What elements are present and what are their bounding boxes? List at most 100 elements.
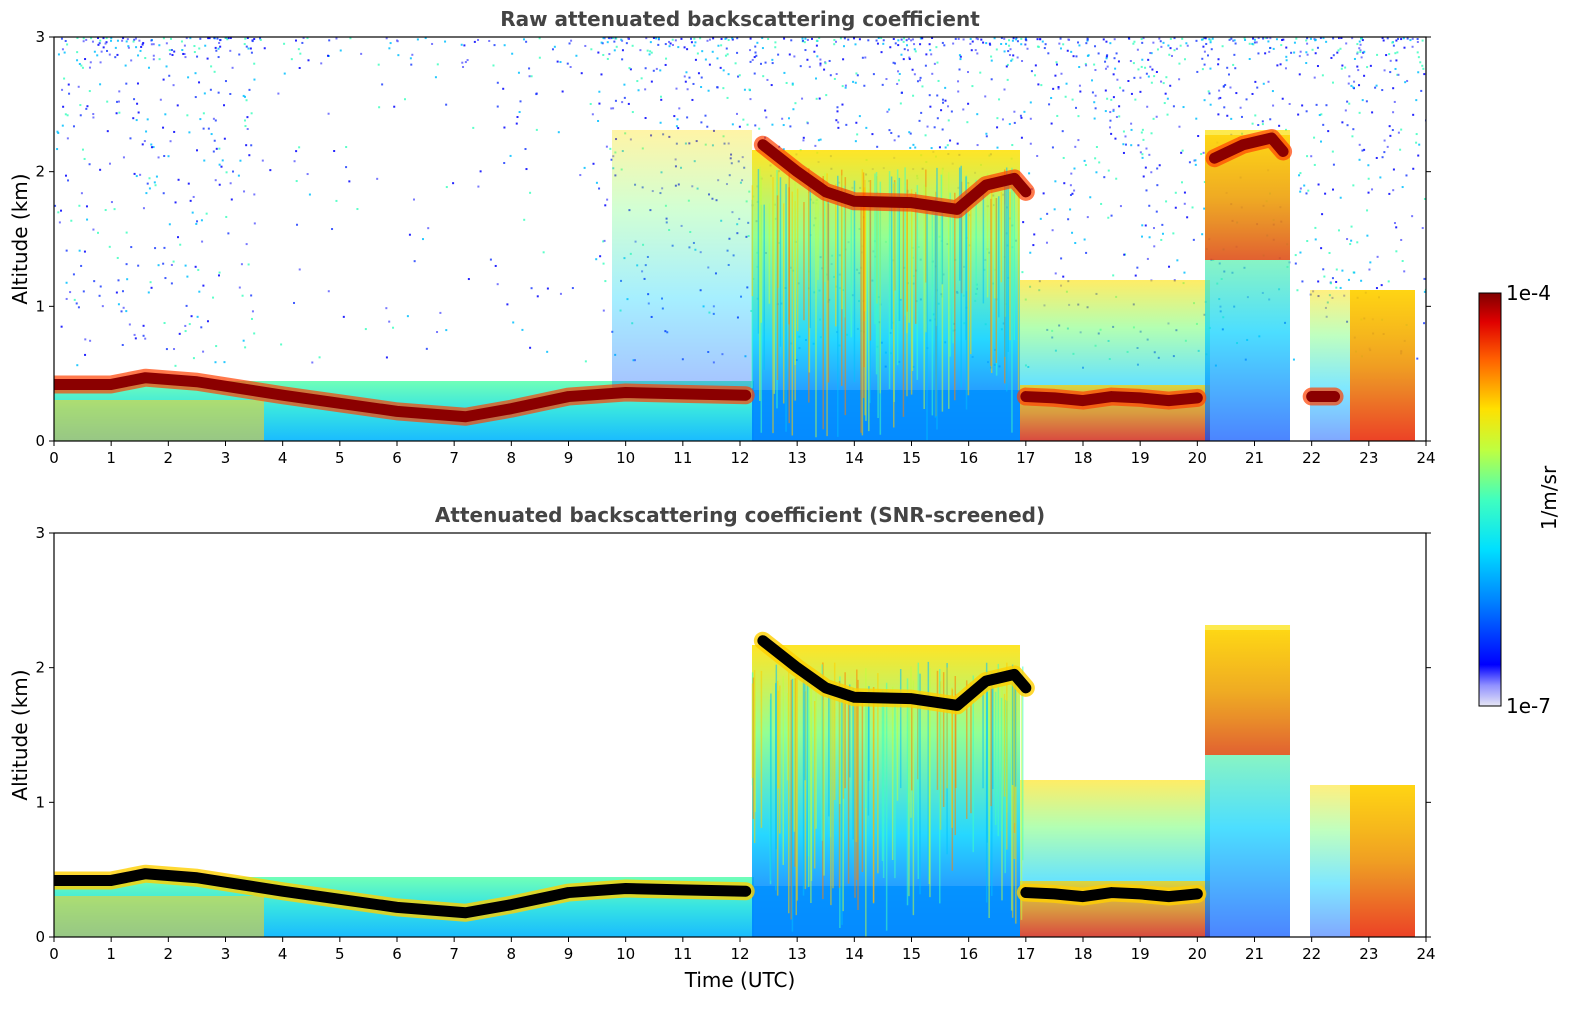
noise-pixel bbox=[1269, 37, 1272, 40]
noise-pixel bbox=[1211, 37, 1214, 40]
noise-pixel bbox=[1142, 138, 1145, 141]
noise-pixel bbox=[1356, 51, 1359, 54]
noise-pixel bbox=[117, 303, 120, 306]
noise-pixel bbox=[1226, 114, 1229, 117]
noise-pixel bbox=[1322, 123, 1325, 126]
noise-pixel bbox=[97, 43, 100, 46]
noise-pixel bbox=[72, 125, 75, 128]
x-tick-label: 13 bbox=[788, 449, 807, 467]
noise-pixel bbox=[853, 37, 856, 40]
noise-pixel bbox=[1381, 37, 1384, 40]
noise-pixel bbox=[1169, 47, 1172, 50]
noise-pixel bbox=[722, 87, 725, 90]
noise-pixel bbox=[646, 49, 649, 52]
noise-pixel bbox=[1358, 47, 1361, 50]
noise-pixel bbox=[163, 322, 166, 325]
noise-pixel bbox=[1008, 44, 1011, 47]
noise-pixel bbox=[1106, 97, 1109, 100]
noise-pixel bbox=[1029, 117, 1032, 120]
noise-pixel bbox=[1299, 50, 1302, 53]
noise-pixel bbox=[140, 45, 143, 48]
noise-pixel bbox=[538, 56, 541, 59]
noise-pixel bbox=[148, 187, 151, 190]
x-axis: 0 1 2 3 4 5 6 7 8 9 10 11 12 13 14 15 16 17 18 19 20 21 22 23 24 bbox=[49, 441, 1436, 467]
noise-pixel bbox=[1361, 149, 1364, 152]
noise-pixel bbox=[746, 123, 749, 126]
noise-pixel bbox=[1073, 189, 1076, 192]
noise-pixel bbox=[155, 175, 158, 178]
noise-pixel bbox=[897, 39, 900, 42]
noise-pixel bbox=[1050, 96, 1053, 99]
noise-pixel bbox=[738, 125, 741, 128]
noise-pixel bbox=[75, 302, 78, 305]
noise-pixel bbox=[63, 77, 66, 80]
noise-pixel bbox=[1346, 238, 1349, 241]
noise-pixel bbox=[196, 149, 199, 152]
noise-pixel bbox=[1341, 269, 1344, 272]
noise-pixel bbox=[125, 82, 128, 85]
noise-pixel bbox=[854, 43, 857, 46]
noise-pixel bbox=[1353, 271, 1356, 274]
noise-pixel bbox=[452, 182, 455, 185]
noise-pixel bbox=[886, 110, 889, 113]
noise-pixel bbox=[751, 58, 754, 61]
noise-pixel bbox=[64, 174, 67, 177]
noise-pixel bbox=[1153, 245, 1156, 248]
noise-pixel bbox=[218, 147, 221, 150]
noise-pixel bbox=[1026, 47, 1029, 50]
noise-pixel bbox=[118, 111, 121, 114]
noise-pixel bbox=[801, 37, 804, 40]
noise-pixel bbox=[1127, 80, 1130, 83]
noise-pixel bbox=[881, 83, 884, 86]
noise-pixel bbox=[579, 174, 582, 177]
noise-pixel bbox=[116, 39, 119, 42]
noise-pixel bbox=[836, 110, 839, 113]
noise-pixel bbox=[833, 77, 836, 80]
noise-pixel bbox=[606, 41, 609, 44]
noise-pixel bbox=[230, 198, 233, 201]
noise-pixel bbox=[676, 118, 679, 121]
noise-pixel bbox=[196, 55, 199, 58]
noise-pixel bbox=[78, 249, 81, 252]
noise-pixel bbox=[806, 58, 809, 61]
noise-pixel bbox=[824, 62, 827, 65]
noise-pixel bbox=[240, 263, 243, 266]
noise-pixel bbox=[210, 133, 213, 136]
noise-pixel bbox=[244, 119, 246, 122]
noise-pixel bbox=[1359, 43, 1362, 46]
noise-pixel bbox=[248, 154, 251, 157]
noise-pixel bbox=[1168, 265, 1171, 268]
noise-pixel bbox=[173, 348, 176, 351]
noise-pixel bbox=[1314, 226, 1317, 229]
noise-pixel bbox=[980, 38, 983, 41]
x-tick-label: 19 bbox=[1131, 945, 1150, 963]
noise-pixel bbox=[1397, 131, 1400, 134]
noise-pixel bbox=[1165, 76, 1168, 79]
noise-pixel bbox=[1008, 123, 1011, 126]
noise-pixel bbox=[239, 159, 242, 162]
noise-pixel bbox=[1387, 280, 1390, 283]
noise-pixel bbox=[1046, 212, 1049, 215]
noise-pixel bbox=[1306, 42, 1309, 45]
noise-pixel bbox=[1234, 42, 1237, 45]
noise-pixel bbox=[1341, 121, 1344, 124]
noise-pixel bbox=[1389, 134, 1392, 137]
noise-pixel bbox=[1140, 131, 1143, 134]
x-tick-label: 20 bbox=[1188, 945, 1207, 963]
noise-pixel bbox=[1150, 132, 1153, 135]
noise-pixel bbox=[913, 48, 916, 51]
noise-pixel bbox=[1105, 40, 1108, 43]
noise-pixel bbox=[1165, 200, 1168, 203]
noise-pixel bbox=[516, 116, 519, 119]
noise-pixel bbox=[867, 39, 870, 42]
noise-pixel bbox=[1129, 59, 1132, 62]
noise-pixel bbox=[561, 90, 564, 93]
noise-pixel bbox=[686, 88, 689, 91]
noise-pixel bbox=[603, 37, 606, 40]
noise-pixel bbox=[1375, 156, 1378, 159]
noise-pixel bbox=[1395, 250, 1398, 253]
noise-pixel bbox=[692, 82, 695, 85]
noise-pixel bbox=[1305, 192, 1308, 195]
noise-pixel bbox=[841, 85, 844, 88]
noise-pixel bbox=[142, 207, 145, 210]
